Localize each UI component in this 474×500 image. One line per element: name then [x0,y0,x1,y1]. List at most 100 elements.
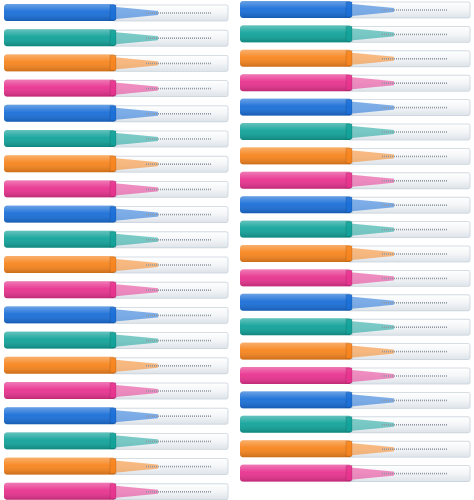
handle-shading [240,440,352,458]
brush-blue [240,1,471,19]
handle-collar [109,256,117,273]
handle-shading [240,464,352,482]
brush-orange [4,457,229,476]
handle-shading [240,415,352,433]
brush-orange [4,54,229,72]
handle-collar [345,147,353,164]
handle-shading [240,342,352,360]
brush-teal [4,29,229,47]
handle-shading [240,367,352,384]
handle-collar [109,80,117,97]
brush-neck [116,57,158,70]
handle-collar [109,130,117,147]
brush-neck [352,272,394,285]
brush-blue [240,391,471,409]
handle-shading [240,25,352,43]
handle-shading [4,29,116,47]
handle-collar [345,416,353,433]
handle-collar [345,269,353,286]
handle-collar [109,29,117,46]
handle-shading [4,180,116,198]
handle-shading [240,391,352,409]
handle-shading [4,281,116,299]
handle-collar [109,483,117,500]
brush-neck [352,467,394,480]
brush-teal [240,318,471,336]
brush-orange [240,342,471,361]
brush-blue [4,205,229,224]
handle-shading [240,269,352,287]
handle-collar [109,281,117,298]
handle-collar [345,25,353,42]
handle-shading [240,318,352,336]
handle-collar [345,99,353,116]
handle-collar [345,172,353,189]
brush-orange [240,245,471,263]
handle-collar [109,306,117,323]
brush-neck [352,296,394,309]
brush-neck [116,435,158,448]
handle-shading [240,147,352,165]
handle-collar [109,155,117,172]
brush-neck [116,309,158,322]
handle-collar [109,407,117,424]
handle-collar [345,465,353,482]
brush-neck [352,174,394,187]
handle-shading [4,432,116,450]
brush-neck [116,259,158,271]
handle-collar [109,432,117,449]
brush-neck [352,77,394,90]
handle-collar [345,343,353,360]
handle-shading [4,230,116,248]
handle-shading [4,54,116,72]
handle-collar [109,382,117,399]
handle-collar [345,123,353,140]
brush-neck [116,183,158,196]
handle-shading [4,382,116,399]
handle-shading [240,196,352,214]
handle-collar [345,1,353,18]
brush-orange [240,147,471,165]
handle-shading [240,49,352,67]
handle-shading [4,256,116,273]
handle-collar [345,74,353,91]
brush-teal [4,331,229,350]
handle-shading [4,104,116,122]
handle-shading [4,457,116,475]
brush-neck [352,394,394,407]
brush-pink [240,367,471,385]
handle-collar [345,318,353,335]
brush-neck [116,334,158,347]
brush-neck [352,4,394,16]
handle-shading [240,74,352,92]
brush-orange [240,440,471,458]
handle-shading [240,293,352,311]
handle-shading [4,356,116,374]
brush-neck [116,410,158,423]
brush-neck [116,133,158,145]
handle-shading [240,98,352,116]
handle-collar [109,4,117,21]
brush-orange [4,356,229,375]
handle-collar [109,458,117,475]
handle-shading [4,306,116,324]
brush-neck [352,223,394,236]
handle-shading [4,482,116,500]
handle-shading [240,1,352,18]
handle-collar [345,440,353,457]
brush-neck [116,233,158,246]
brush-neck [116,284,158,297]
brush-neck [116,32,158,45]
brush-neck [116,359,158,372]
handle-shading [240,123,352,140]
brush-neck [116,82,158,95]
brush-pink [4,180,229,198]
brush-blue [240,98,471,116]
handle-shading [4,407,116,425]
brush-teal [4,230,229,249]
handle-collar [345,367,353,384]
brush-neck [116,7,158,19]
handle-collar [109,180,117,197]
brush-neck [352,28,394,41]
brush-pink [240,171,471,190]
